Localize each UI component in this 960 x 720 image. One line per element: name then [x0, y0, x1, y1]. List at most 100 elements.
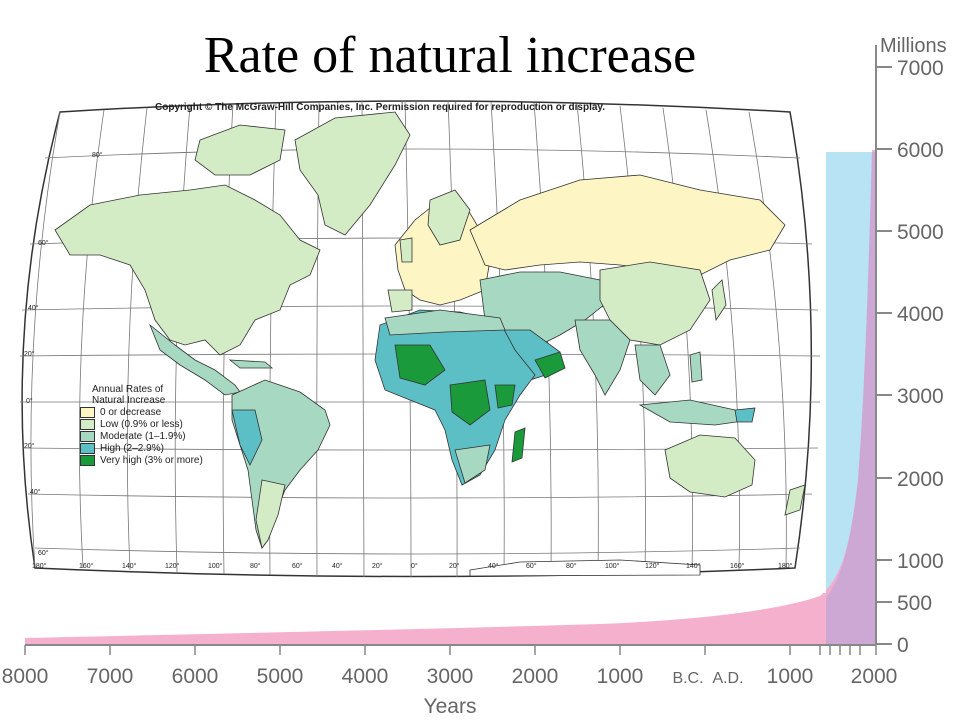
legend-title-line-2: Natural Increase	[92, 395, 166, 406]
x-tick-label: 5000	[257, 665, 304, 688]
southern-africa	[454, 444, 491, 484]
x-tick-label: 3000	[427, 665, 474, 688]
continents	[54, 111, 806, 577]
lon-label: 40°	[332, 562, 343, 570]
lon-label: 120°	[165, 562, 180, 570]
lon-label: 80°	[250, 562, 261, 570]
y-tick-label: 4000	[897, 303, 944, 326]
x-tick-label: 2000	[512, 665, 559, 688]
lat-label: 40°	[30, 488, 41, 496]
lon-label: 100°	[208, 562, 223, 570]
southern-cone-low	[255, 479, 286, 549]
iberia	[387, 289, 413, 313]
central-africa-very-high	[449, 379, 491, 426]
lon-label: 60°	[292, 562, 303, 570]
y-tick-label: 1000	[897, 550, 944, 573]
sahel-very-high	[394, 344, 446, 386]
legend-item: 0 or decrease	[80, 406, 250, 418]
legend-swatch	[80, 442, 95, 454]
slide-title: Rate of natural increase	[203, 27, 697, 84]
uk	[399, 237, 413, 263]
legend-item: Moderate (1–1.9%)	[80, 430, 250, 442]
new-zealand	[784, 484, 806, 516]
x-tick-label: 6000	[172, 665, 219, 688]
png	[734, 407, 756, 423]
russia	[469, 174, 786, 276]
arctic-islands	[194, 124, 286, 176]
lat-label: 0°	[26, 397, 33, 405]
scandinavia	[427, 189, 471, 246]
legend-label: High (2–2.9%)	[100, 442, 164, 454]
lat-label: 20°	[24, 442, 35, 450]
legend-item: Very high (3% or more)	[80, 454, 250, 466]
lon-label: 20°	[372, 562, 383, 570]
greenland	[294, 111, 411, 236]
lon-label: 160°	[79, 562, 94, 570]
legend-swatch	[80, 430, 95, 442]
lon-label: 180°	[32, 562, 47, 570]
x-axis-ticks	[24, 645, 877, 655]
southeast-asia	[634, 344, 671, 396]
x-tick-label: 7000	[87, 665, 134, 688]
legend-item: High (2–2.9%)	[80, 442, 250, 454]
lon-label: 40°	[488, 562, 499, 570]
lon-label: 100°	[605, 562, 620, 570]
y-tick-label: 500	[897, 592, 932, 615]
lon-label: 0°	[411, 562, 418, 570]
map-coordinate-labels: 80° 60° 40° 20° 0° 20° 40° 60° 180° 160°…	[24, 151, 793, 570]
lat-label: 80°	[92, 151, 103, 159]
lon-label: 60°	[526, 562, 537, 570]
legend-title-line-1: Annual Rates of	[92, 384, 164, 395]
legend-label: 0 or decrease	[100, 406, 162, 418]
legend-swatch	[80, 418, 95, 430]
madagascar	[511, 427, 526, 463]
lon-label: 140°	[122, 562, 137, 570]
y-unit-label: Millions	[880, 35, 947, 57]
x-tick-label: A.D.	[712, 670, 743, 687]
legend-item: Low (0.9% or less)	[80, 418, 250, 430]
lat-label: 20°	[24, 350, 35, 358]
caribbean	[228, 359, 274, 369]
x-tick-label: 4000	[342, 665, 389, 688]
y-tick-label: 3000	[897, 385, 944, 408]
y-tick-label: 0	[897, 634, 909, 657]
y-tick-label: 2000	[897, 468, 944, 491]
lon-label: 20°	[449, 562, 460, 570]
y-tick-labels: Millions 7000 6000 5000 4000 3000 2000 1…	[880, 35, 947, 657]
x-tick-label: B.C.	[672, 670, 703, 687]
x-tick-label: 1000	[597, 665, 644, 688]
x-tick-labels: 8000 7000 6000 5000 4000 3000 2000 1000 …	[2, 665, 898, 718]
japan	[711, 279, 727, 322]
legend-swatch	[80, 454, 95, 466]
lat-label: 60°	[38, 239, 49, 247]
philippines	[689, 351, 703, 383]
andean-high	[231, 409, 263, 466]
legend-swatch	[80, 406, 95, 418]
lon-label: 160°	[730, 562, 745, 570]
copyright-notice: Copyright © The McGraw-Hill Companies, I…	[155, 102, 606, 113]
lon-label: 180°	[778, 562, 793, 570]
population-chart: Millions 7000 6000 5000 4000 3000 2000 1…	[2, 35, 947, 718]
y-tick-label: 7000	[897, 57, 944, 80]
legend-label: Low (0.9% or less)	[100, 418, 183, 430]
lat-label: 40°	[28, 304, 39, 312]
x-axis-title: Years	[424, 695, 477, 718]
lon-label: 120°	[645, 562, 660, 570]
yemen-oman	[534, 351, 566, 379]
north-america	[54, 184, 321, 356]
y-tick-label: 5000	[897, 221, 944, 244]
world-map: 80° 60° 40° 20° 0° 20° 40° 60° 180° 160°…	[0, 100, 826, 593]
legend-label: Very high (3% or more)	[100, 454, 203, 466]
australia	[664, 434, 756, 498]
lat-label: 60°	[38, 549, 49, 557]
recent-overlap	[826, 152, 876, 644]
antarctica	[469, 559, 701, 577]
legend-label: Moderate (1–1.9%)	[100, 430, 186, 442]
east-asia	[599, 261, 711, 346]
x-tick-label: 2000	[851, 665, 898, 688]
lon-label: 80°	[566, 562, 577, 570]
south-asia	[574, 319, 631, 396]
x-tick-label: 8000	[2, 665, 49, 688]
east-africa-very-high	[494, 384, 516, 409]
north-africa	[384, 309, 506, 336]
